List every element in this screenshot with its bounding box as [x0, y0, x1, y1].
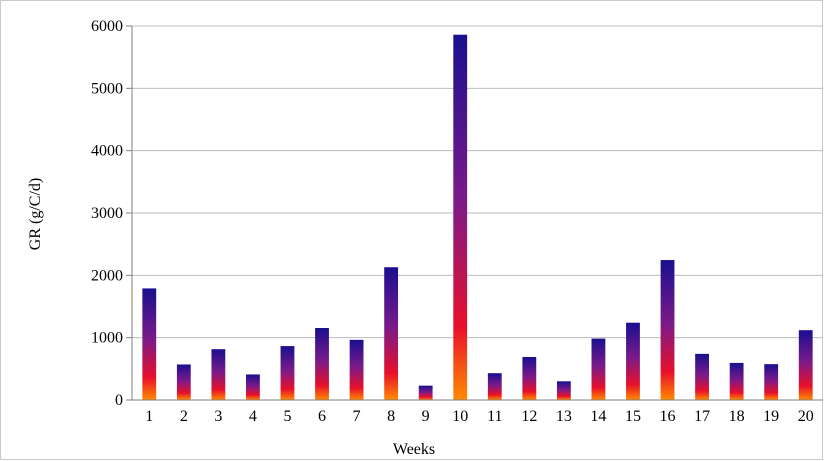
bars [142, 34, 813, 401]
bar-week-17 [695, 353, 709, 400]
y-axis-title: GR (g/C/d) [27, 178, 44, 250]
bar-week-9 [418, 385, 433, 400]
bar-week-1 [142, 288, 157, 400]
x-tick-label: 10 [452, 408, 468, 425]
x-tick-label: 16 [660, 408, 676, 425]
y-tick-label: 0 [115, 392, 123, 409]
y-tick-label: 3000 [91, 205, 123, 222]
bar-week-16 [660, 260, 675, 400]
x-tick-label: 20 [798, 408, 814, 425]
bar-week-19 [764, 364, 779, 400]
bar-week-2 [176, 364, 191, 400]
x-axis-title: Weeks [393, 441, 435, 458]
x-tick-label: 18 [729, 408, 745, 425]
bar-week-20 [798, 330, 813, 400]
x-tick-label: 11 [487, 408, 502, 425]
x-tick-label: 1 [145, 408, 153, 425]
y-tick-label: 4000 [91, 143, 123, 160]
bar-week-8 [384, 267, 399, 400]
x-tick-label: 12 [521, 408, 537, 425]
bar-week-6 [315, 328, 329, 400]
y-tick-label: 1000 [91, 330, 123, 347]
x-tick-label: 3 [214, 408, 222, 425]
bar-week-12 [522, 356, 537, 400]
bar-week-14 [591, 338, 606, 400]
x-tick-label: 19 [763, 408, 779, 425]
x-tick-label: 15 [625, 408, 641, 425]
x-tick-label: 17 [694, 408, 710, 425]
x-tick-label: 4 [249, 408, 257, 425]
y-tick-label: 6000 [91, 18, 123, 35]
bar-week-15 [626, 322, 640, 400]
bar-week-18 [729, 362, 744, 400]
axes [126, 25, 823, 401]
y-tick-label: 2000 [91, 267, 123, 284]
x-tick-label: 8 [387, 408, 395, 425]
x-tick-label: 5 [283, 408, 291, 425]
x-tick-label: 13 [556, 408, 572, 425]
x-tick-label: 9 [422, 408, 430, 425]
bar-week-7 [349, 339, 364, 400]
bar-week-10 [453, 34, 468, 401]
bar-week-3 [211, 349, 226, 400]
bar-week-11 [487, 373, 502, 400]
bar-week-5 [280, 346, 295, 400]
x-tick-label: 7 [353, 408, 361, 425]
bar-week-13 [556, 381, 571, 400]
x-tick-label: 6 [318, 408, 326, 425]
gridlines [132, 25, 823, 339]
x-tick-label: 14 [590, 408, 606, 425]
x-tick-label: 2 [180, 408, 188, 425]
bar-week-4 [246, 374, 260, 400]
y-tick-label: 5000 [91, 80, 123, 97]
